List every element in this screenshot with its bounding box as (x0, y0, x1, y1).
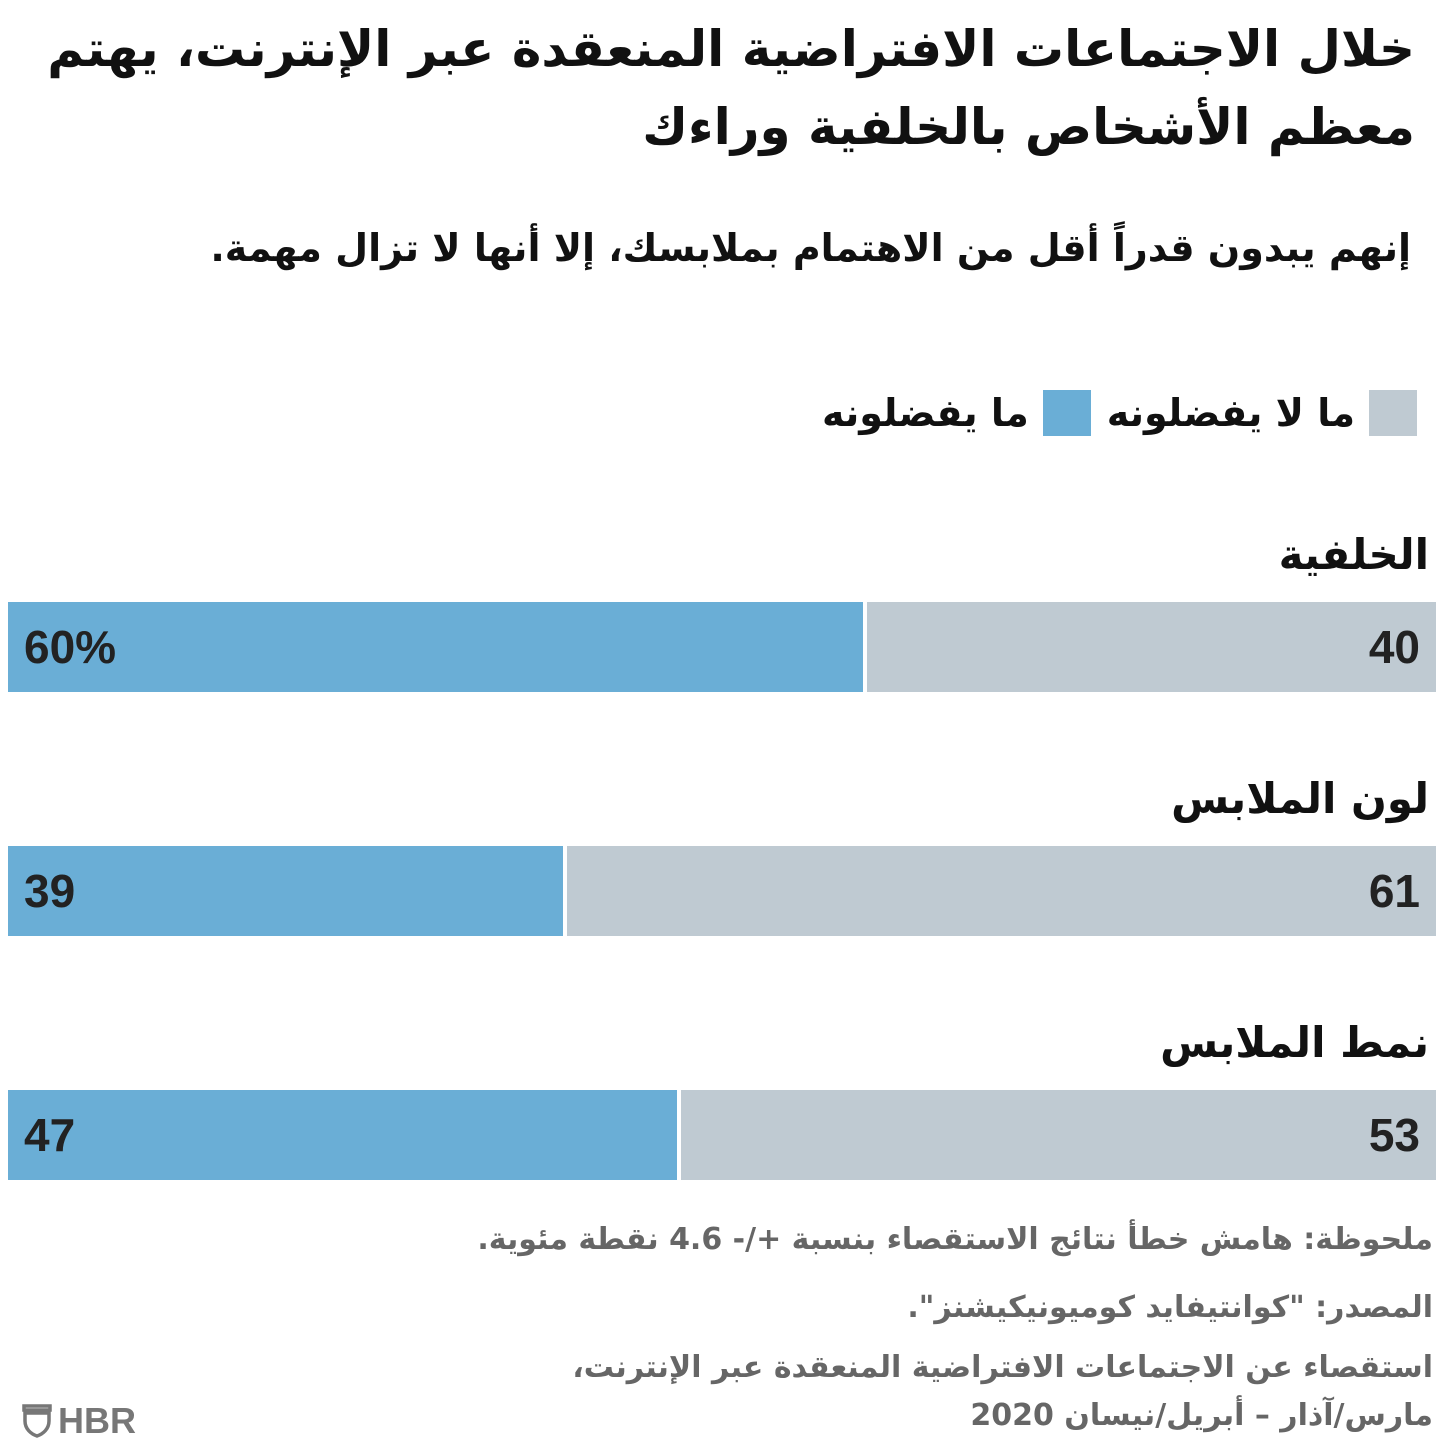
category-label: لون الملابس (1171, 774, 1429, 823)
shield-icon (22, 1404, 52, 1438)
bar-dislike (866, 602, 1436, 692)
logo-text: HBR (58, 1400, 136, 1441)
data-label-dislike: 40 (1368, 621, 1420, 673)
note-text: ملحوظة: هامش خطأ نتائج الاستقصاء بنسبة +… (477, 1222, 1433, 1257)
legend-label-like: ما يفضلونه (821, 391, 1029, 435)
hbr-logo: HBR (22, 1400, 136, 1442)
data-label-like: 60% (24, 621, 117, 673)
bar-like (8, 1090, 678, 1180)
data-label-like: 47 (24, 1109, 76, 1161)
bar-like (8, 846, 563, 936)
legend-item-like: ما يفضلونه (822, 390, 1091, 436)
data-label-like: 39 (24, 865, 76, 917)
legend-swatch-dislike (1369, 390, 1417, 436)
survey-line-1: استقصاء عن الاجتماعات الافتراضية المنعقد… (572, 1350, 1433, 1385)
bar-like (8, 602, 863, 692)
category-label: نمط الملابس (1160, 1018, 1429, 1067)
source-text: المصدر: "كوانتيفايد كوميونيكيشنز". (907, 1290, 1433, 1325)
bar-dislike (681, 1090, 1436, 1180)
data-label-dislike: 61 (1368, 865, 1420, 917)
bar-dislike (566, 846, 1436, 936)
legend: ما لا يفضلونه ما يفضلونه (822, 390, 1417, 436)
chart-title: خلال الاجتماعات الافتراضية المنعقدة عبر … (47, 20, 1415, 156)
chart-subtitle: إنهم يبدون قدراً أقل من الاهتمام بملابسك… (210, 226, 1411, 270)
category-label: الخلفية (1278, 530, 1429, 579)
data-label-dislike: 53 (1368, 1109, 1420, 1161)
legend-item-dislike: ما لا يفضلونه (1107, 390, 1417, 436)
legend-swatch-like (1042, 390, 1091, 436)
survey-line-2: مارس/آذار – أبريل/نيسان 2020 (970, 1398, 1433, 1433)
legend-label-dislike: ما لا يفضلونه (1106, 391, 1355, 435)
